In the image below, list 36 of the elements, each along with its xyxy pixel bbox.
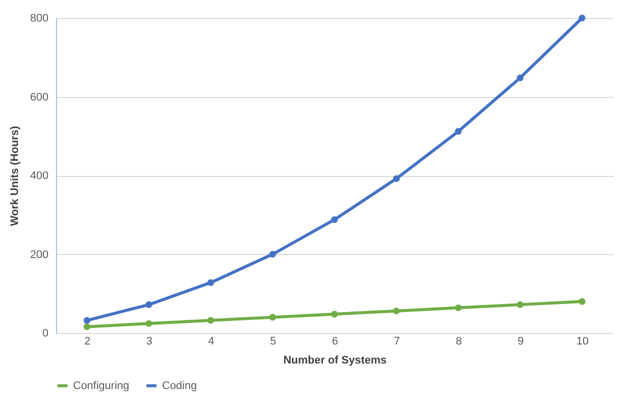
y-tick-label: 0 — [42, 328, 48, 340]
x-axis-title: Number of Systems — [283, 354, 387, 366]
point — [331, 310, 338, 318]
x-tick-label: 5 — [270, 336, 276, 348]
point — [516, 301, 524, 308]
point — [145, 301, 152, 308]
legend-label: Configuring — [73, 380, 130, 392]
point — [578, 298, 586, 305]
x-tick-label: 9 — [518, 336, 524, 348]
y-tick-label: 400 — [30, 170, 48, 182]
x-tick-label: 3 — [146, 336, 152, 348]
point — [393, 308, 400, 314]
x-tick-label: 8 — [456, 336, 462, 348]
y-tick-label: 800 — [30, 12, 48, 24]
x-tick-label: 6 — [332, 336, 338, 348]
point — [516, 74, 524, 82]
point — [269, 250, 276, 258]
point — [269, 314, 276, 321]
point — [145, 320, 152, 327]
point — [454, 128, 462, 135]
x-tick-label: 4 — [208, 336, 214, 348]
point — [331, 216, 338, 223]
y-tick-label: 200 — [30, 248, 48, 261]
point — [454, 304, 462, 312]
x-tick-label: 7 — [394, 336, 400, 348]
x-tick-label: 10 — [576, 336, 589, 348]
legend-label: Coding — [162, 380, 197, 392]
x-tick-label: 2 — [84, 336, 91, 348]
y-axis-title: Work Units (Hours) — [9, 126, 22, 226]
point — [207, 317, 214, 324]
point — [578, 14, 586, 22]
point — [84, 317, 90, 324]
y-tick-label: 600 — [30, 91, 48, 104]
point — [393, 175, 400, 182]
point — [84, 323, 90, 330]
point — [207, 279, 214, 286]
